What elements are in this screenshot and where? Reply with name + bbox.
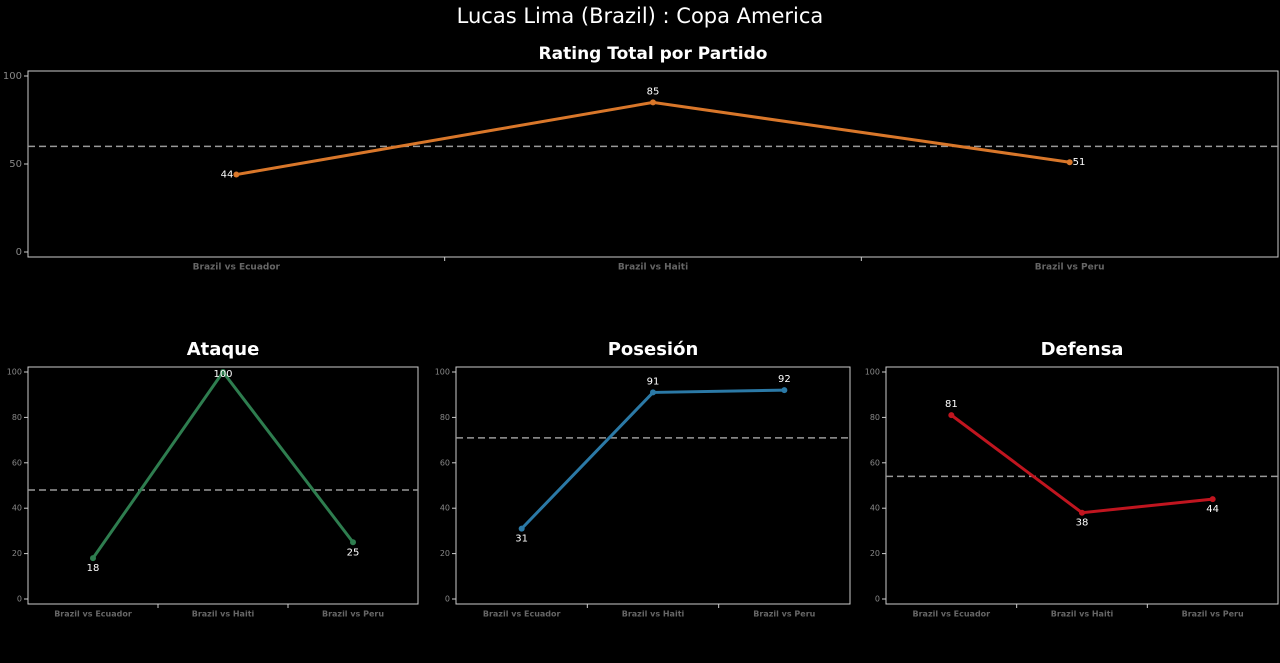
y-tick-label: 60: [870, 458, 880, 467]
data-label: 92: [778, 374, 791, 385]
y-tick-label: 20: [440, 549, 450, 558]
y-tick-label: 80: [870, 413, 880, 422]
page-title: Lucas Lima (Brazil) : Copa America: [457, 4, 824, 28]
x-tick-label: Brazil vs Haiti: [618, 263, 688, 273]
chart-title: Defensa: [1041, 339, 1124, 360]
point: [220, 369, 226, 375]
x-tick-label: Brazil vs Peru: [322, 610, 384, 619]
x-tick-label: Brazil vs Peru: [1182, 610, 1244, 619]
x-tick-label: Brazil vs Ecuador: [483, 610, 561, 619]
point: [233, 171, 240, 178]
point: [1066, 159, 1073, 166]
point: [350, 539, 356, 546]
y-tick-label: 80: [12, 413, 22, 422]
data-label: 51: [1073, 157, 1086, 168]
point: [1079, 509, 1085, 516]
x-tick-label: Brazil vs Peru: [1035, 263, 1105, 273]
y-tick-label: 40: [440, 504, 450, 513]
point: [948, 412, 955, 419]
data-label: 85: [647, 86, 660, 97]
y-tick-label: 20: [870, 549, 880, 558]
y-tick-label: 100: [7, 368, 22, 377]
x-tick-label: Brazil vs Ecuador: [913, 610, 991, 619]
chart-title: Ataque: [187, 339, 260, 360]
data-label: 18: [87, 563, 100, 574]
y-tick-label: 40: [870, 504, 880, 513]
point: [650, 99, 656, 106]
y-tick-label: 100: [435, 368, 450, 377]
data-label: 44: [221, 170, 234, 181]
y-tick-label: 100: [3, 71, 22, 82]
y-tick-label: 40: [12, 504, 22, 513]
x-tick-label: Brazil vs Peru: [753, 610, 815, 619]
data-label: 38: [1076, 518, 1089, 529]
x-tick-label: Brazil vs Ecuador: [193, 263, 281, 273]
data-label: 81: [945, 399, 958, 410]
data-label: 91: [647, 376, 660, 387]
data-label: 31: [515, 534, 528, 545]
y-tick-label: 60: [440, 458, 450, 467]
plot-frame: [885, 366, 1279, 605]
chart-title: Rating Total por Partido: [539, 44, 768, 64]
data-label: 25: [347, 547, 360, 558]
point: [650, 389, 656, 396]
chart-title: Posesión: [608, 339, 699, 360]
data-label: 100: [213, 369, 232, 380]
plot-frame: [27, 366, 419, 605]
y-tick-label: 100: [865, 368, 880, 377]
point: [90, 555, 96, 562]
x-tick-label: Brazil vs Haiti: [622, 610, 685, 619]
y-tick-label: 0: [17, 595, 22, 604]
y-tick-label: 0: [875, 595, 880, 604]
plot-frame: [455, 366, 851, 605]
y-tick-label: 80: [440, 413, 450, 422]
point: [781, 387, 788, 394]
y-tick-label: 0: [16, 247, 22, 258]
y-tick-label: 50: [9, 159, 22, 170]
y-tick-label: 60: [12, 458, 22, 467]
point: [1209, 496, 1216, 503]
y-tick-label: 0: [445, 595, 450, 604]
x-tick-label: Brazil vs Haiti: [1051, 610, 1114, 619]
x-tick-label: Brazil vs Haiti: [192, 610, 255, 619]
data-label: 44: [1206, 504, 1219, 515]
x-tick-label: Brazil vs Ecuador: [54, 610, 132, 619]
y-tick-label: 20: [12, 549, 22, 558]
point: [518, 525, 525, 532]
